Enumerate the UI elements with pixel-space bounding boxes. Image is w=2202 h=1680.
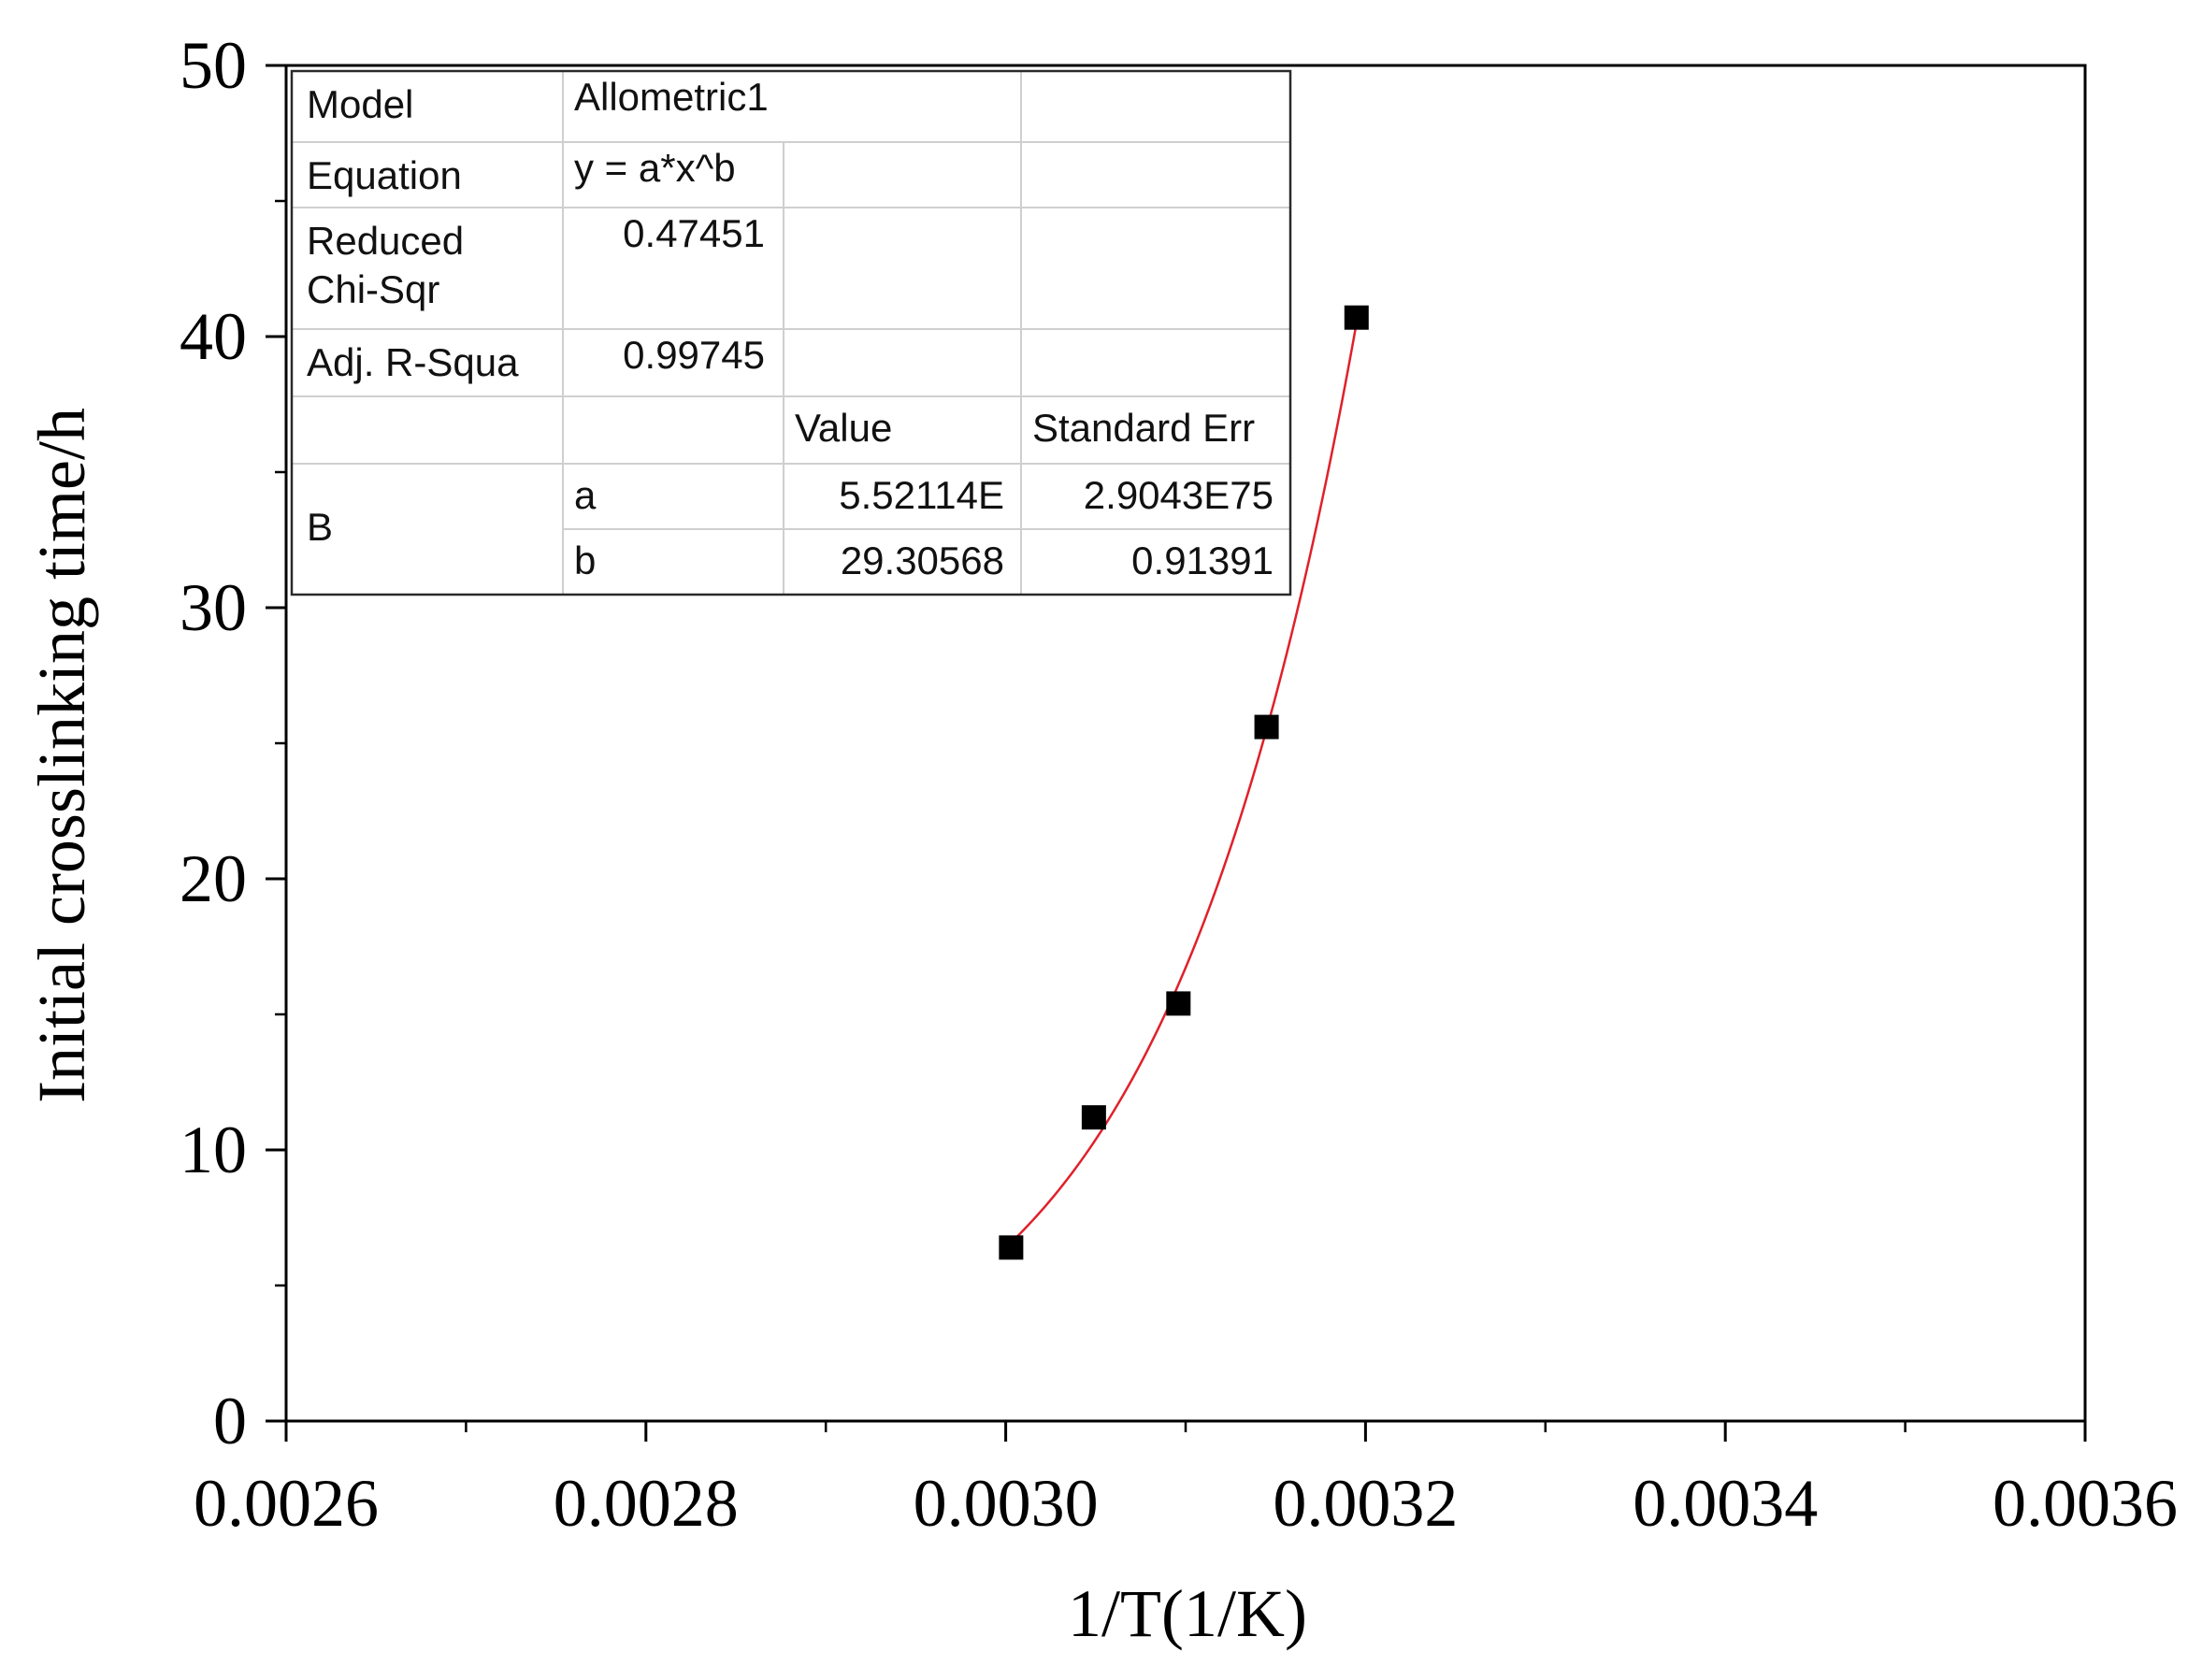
- y-tick-label: 40: [180, 299, 247, 374]
- table-cell-text: b: [574, 538, 596, 582]
- fit-results-table: Model Allometric1 Equation y = a*x^b Reduced…: [290, 69, 1292, 596]
- data-point: [999, 1235, 1024, 1260]
- y-tick-label: 0: [213, 1384, 247, 1458]
- table-cell-text: Adj. R-Squa: [307, 340, 519, 384]
- y-axis: 0 10 20 30 40 50: [180, 28, 286, 1458]
- data-point: [1081, 1105, 1106, 1130]
- x-tick-label: 0.0028: [554, 1466, 739, 1541]
- fit-line: [1010, 323, 1359, 1243]
- y-tick-label: 30: [180, 570, 247, 645]
- table-cell-text: a: [574, 473, 597, 517]
- y-tick-label: 20: [180, 841, 247, 916]
- table-cell-text: Chi-Sqr: [307, 267, 439, 311]
- y-tick-label: 10: [180, 1113, 247, 1187]
- x-tick-label: 0.0030: [914, 1466, 1099, 1541]
- table-cell-text: B: [307, 505, 333, 549]
- x-tick-label: 0.0036: [1993, 1466, 2178, 1541]
- table-cell-text: 0.47451: [623, 211, 765, 255]
- x-axis: 0.0026 0.0028 0.0030 0.0032 0.0034 0.0036: [194, 1421, 2178, 1541]
- data-point: [1344, 305, 1369, 330]
- table-cell-text: Equation: [307, 153, 462, 197]
- table-cell-text: 29.30568: [841, 538, 1004, 582]
- x-tick-label: 0.0026: [194, 1466, 379, 1541]
- table-cell-text: Model: [307, 82, 413, 126]
- x-axis-label: 1/T(1/K): [1068, 1576, 1307, 1651]
- y-tick-label: 50: [180, 28, 247, 103]
- table-cell-text: y = a*x^b: [574, 146, 736, 190]
- table-cell-text: 5.52114E: [839, 473, 1004, 517]
- data-points: [999, 305, 1369, 1260]
- table-cell-text: Allometric1: [574, 75, 769, 119]
- data-point: [1166, 991, 1191, 1016]
- x-tick-label: 0.0034: [1633, 1466, 1818, 1541]
- table-cell-text: Reduced: [307, 219, 464, 263]
- table-border: [290, 69, 1292, 596]
- y-axis-label: Initial crosslinking time/h: [24, 408, 99, 1103]
- table-cell-text: Value: [795, 406, 892, 450]
- table-cell-text: 0.91391: [1131, 538, 1274, 582]
- table-cell-text: 0.99745: [623, 333, 765, 377]
- data-point: [1254, 714, 1279, 739]
- fit-curve: [1010, 323, 1359, 1243]
- x-tick-label: 0.0032: [1273, 1466, 1458, 1541]
- table-cell-text: 2.9043E75: [1084, 473, 1274, 517]
- table-background: [292, 71, 1290, 595]
- table-cell-text: Standard Err: [1032, 406, 1255, 450]
